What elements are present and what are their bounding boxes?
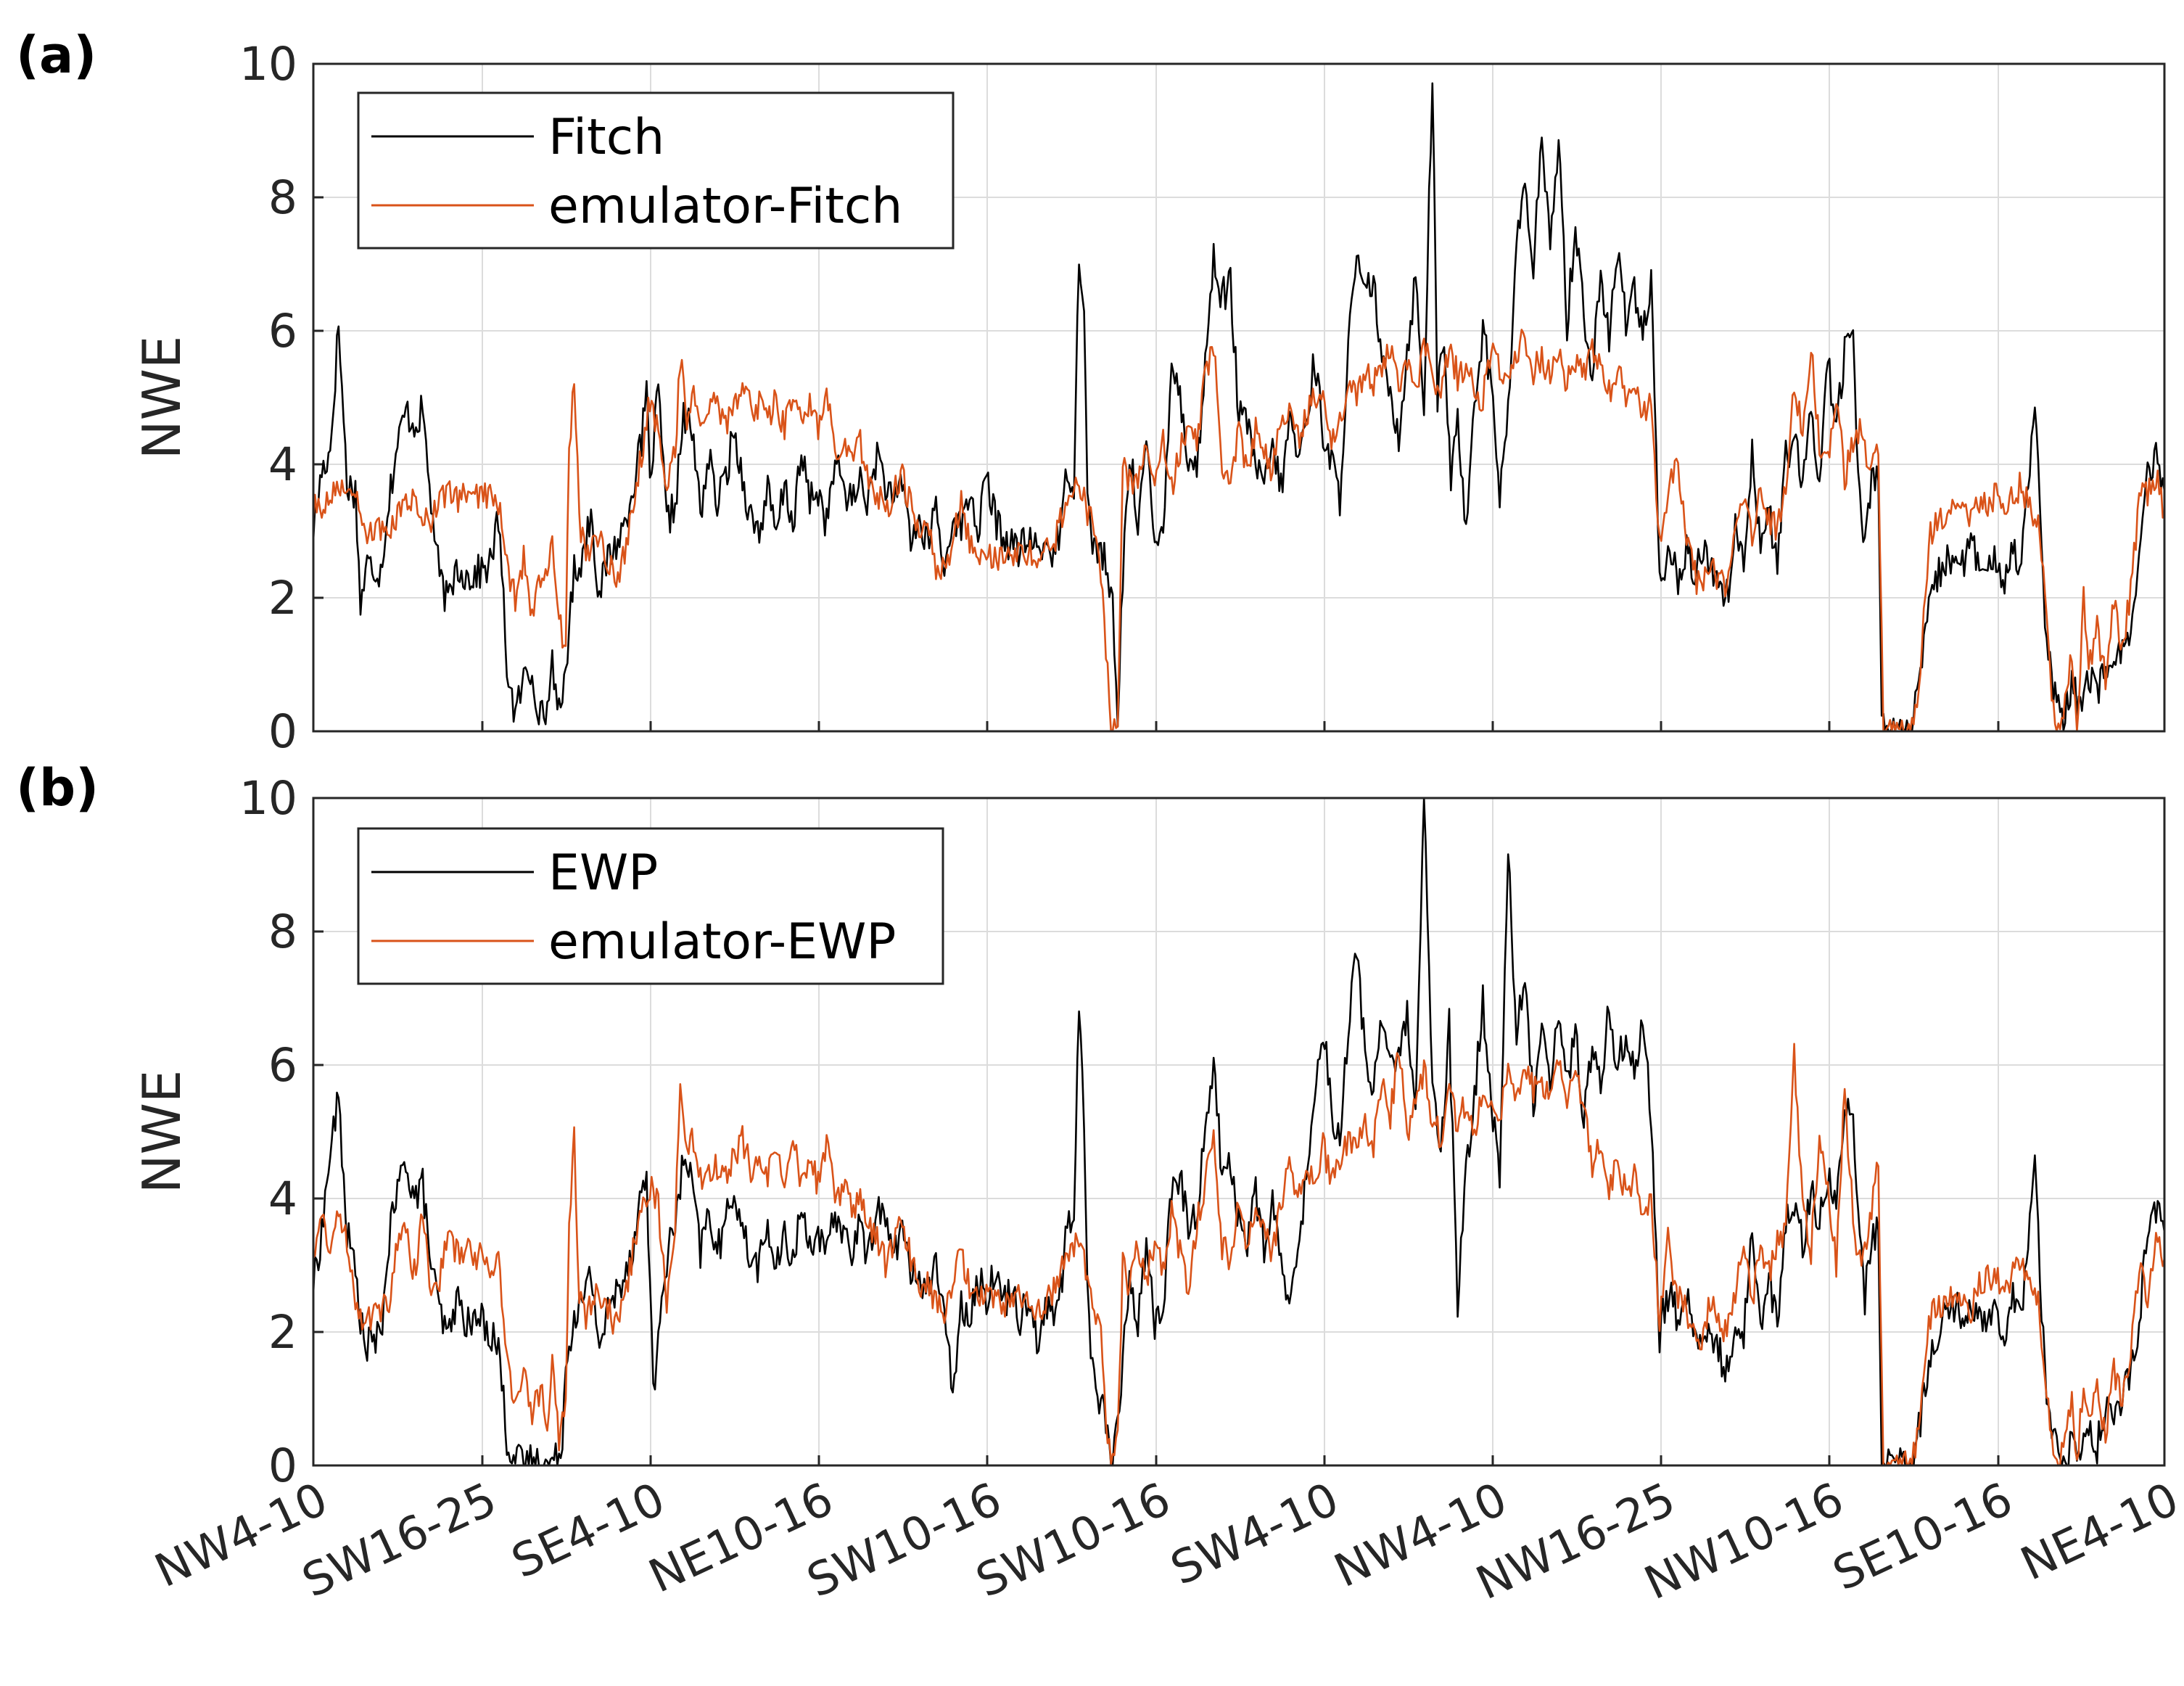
panel-b-series (312, 797, 2166, 1467)
panel-a-legend-label-emulator-fitch: emulator-Fitch (548, 178, 902, 235)
panel-b-yticks: 0 2 4 6 8 10 (239, 772, 324, 1492)
panel-b-label: (b) (16, 758, 99, 818)
ytick-label: 8 (268, 905, 297, 958)
panel-a-series (312, 82, 2166, 733)
ytick-label: 6 (268, 305, 297, 358)
ytick-label: 0 (268, 705, 297, 758)
panel-a-label: (a) (16, 25, 96, 85)
ytick-label: 10 (239, 772, 297, 825)
panel-a-legend: Fitch emulator-Fitch (357, 91, 955, 250)
xtick-label: SE4-10 (504, 1472, 673, 1588)
xtick-label: SW10-16 (799, 1472, 1009, 1608)
xtick-label: SW10-16 (968, 1472, 1178, 1608)
xtick-label: NE4-10 (2013, 1472, 2184, 1590)
ytick-label: 4 (268, 1172, 297, 1225)
ytick-label: 8 (268, 171, 297, 224)
ytick-label: 2 (268, 572, 297, 625)
ytick-label: 2 (268, 1306, 297, 1359)
panel-b-legend-label-ewp: EWP (548, 844, 658, 902)
xtick-label: SW16-25 (294, 1472, 504, 1608)
ytick-label: 0 (268, 1439, 297, 1492)
panel-a-legend-label-fitch: Fitch (548, 109, 664, 166)
panel-b-axes-box (312, 797, 2166, 1467)
xtick-label: SW4-10 (1163, 1472, 1346, 1595)
panel-b-legend: EWP emulator-EWP (357, 827, 944, 985)
panel-b-legend-label-emulator-ewp: emulator-EWP (548, 913, 896, 971)
panel-b-legend-box (357, 827, 944, 985)
panel-a-yticks: 0 2 4 6 8 10 (239, 38, 324, 758)
panel-b-ylabel: NWE (131, 1070, 192, 1194)
ytick-label: 10 (239, 38, 297, 91)
panel-a-axes-box (312, 62, 2166, 733)
xtick-label: SE10-16 (1825, 1472, 2020, 1600)
series-line-emulator-fitch (312, 329, 2166, 733)
series-line-emulator-ewp (312, 1043, 2166, 1467)
ytick-label: 6 (268, 1039, 297, 1092)
panel-a-ylabel: NWE (131, 336, 192, 460)
panel-a-legend-box (357, 91, 955, 250)
ytick-label: 4 (268, 438, 297, 491)
panel-a: (a) NWE 0 2 4 6 8 10 Fitch emulator-Fitch (16, 25, 2166, 758)
